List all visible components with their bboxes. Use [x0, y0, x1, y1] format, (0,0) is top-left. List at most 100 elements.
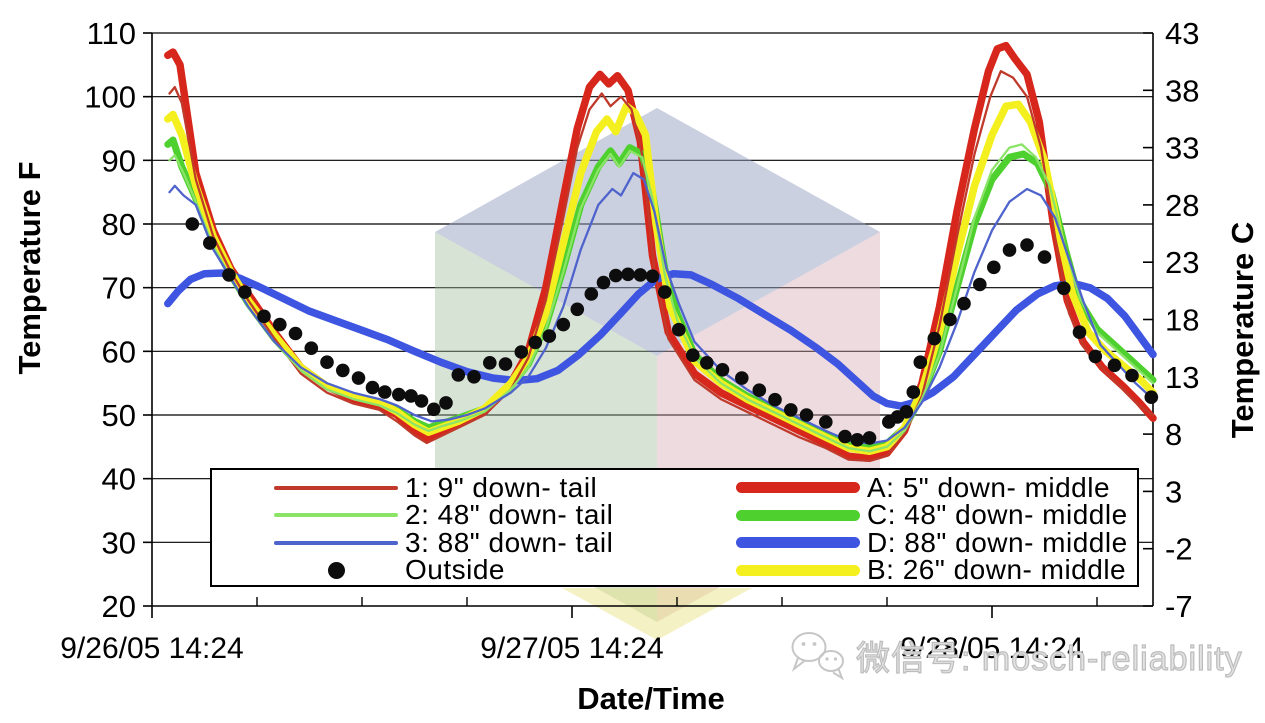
legend-line-swatch	[736, 509, 860, 521]
y-right-tick-label: 23	[1165, 245, 1199, 280]
y-left-tick-label: 30	[102, 525, 136, 560]
y-left-tick-label: 50	[102, 398, 136, 433]
outside-dot	[1144, 390, 1159, 405]
outside-dot	[752, 383, 767, 398]
legend-line-swatch	[736, 482, 860, 494]
legend-item-D: D: 88" down- middle	[736, 527, 1128, 558]
legend-dot-swatch	[274, 561, 398, 579]
y-axis-title-left: Temperature F	[12, 161, 47, 375]
outside-dot	[768, 392, 782, 407]
series-line-B	[164, 100, 1157, 456]
outside-dot	[1057, 281, 1071, 296]
outside-dot	[1107, 358, 1122, 373]
y-left-tick-label: 20	[102, 589, 136, 624]
outside-dot	[257, 309, 271, 324]
x-tick-label: 9/26/05 14:24	[60, 632, 244, 665]
legend-item-label: B: 26" down- middle	[867, 554, 1127, 586]
x-axis-title: Date/Time	[577, 681, 725, 716]
outside-dot	[556, 317, 571, 332]
legend: 1: 9" down- tail 2: 48" down- tail 3: 88" …	[210, 468, 1139, 587]
outside-dot	[715, 363, 730, 377]
outside-dot	[609, 268, 623, 283]
legend-swatch-mark	[274, 485, 398, 490]
outside-dot	[987, 260, 1001, 275]
outside-dot	[288, 326, 303, 341]
legend-swatch-mark	[736, 482, 860, 494]
y-right-tick-label: 33	[1165, 131, 1199, 166]
outside-dot	[584, 287, 599, 301]
legend-item-label: Outside	[405, 554, 505, 586]
y-left-tick-label: 80	[102, 207, 136, 242]
cube-bottom-tip	[562, 588, 752, 640]
y-left-tick-label: 70	[102, 271, 136, 306]
outside-dot	[498, 357, 513, 371]
outside-dot	[913, 355, 928, 370]
outside-dot	[850, 433, 865, 447]
outside-dot	[784, 403, 798, 417]
outside-dot	[862, 431, 877, 445]
y-right-tick-label: 8	[1165, 417, 1182, 452]
y-right-tick-label: -7	[1165, 589, 1193, 624]
outside-dot	[735, 371, 749, 385]
outside-dot	[238, 285, 252, 299]
outside-dot	[1125, 368, 1139, 383]
y-axis-title-right: Temperature C	[1225, 221, 1260, 439]
outside-dot	[700, 356, 714, 370]
legend-item-label: A: 5" down- middle	[867, 471, 1111, 503]
outside-dot	[645, 269, 660, 284]
outside-dot	[514, 345, 529, 359]
outside-dot	[596, 275, 611, 290]
y-right-tick-label: 13	[1165, 360, 1199, 395]
outside-dot	[1088, 349, 1103, 364]
x-tick-label: 9/28/05 14:24	[900, 632, 1084, 665]
outside-dot	[365, 380, 380, 395]
outside-dot	[222, 268, 236, 282]
legend-line-swatch	[736, 564, 860, 576]
series-line-D	[164, 269, 1157, 410]
series-line-3	[168, 171, 1155, 445]
legend-line-swatch	[274, 540, 398, 545]
outside-dot	[1072, 325, 1087, 340]
outside-dot	[467, 370, 481, 384]
outside-dot	[943, 312, 957, 327]
legend-swatch-mark	[736, 509, 860, 521]
y-right-tick-label: 43	[1165, 16, 1199, 51]
legend-item-3: 3: 88" down- tail	[274, 526, 614, 558]
outside-dot	[1002, 243, 1017, 257]
outside-dot	[621, 267, 635, 282]
legend-item-1: 1: 9" down- tail	[274, 472, 613, 503]
y-left-tick-label: 100	[84, 80, 136, 115]
legend-item-2: 2: 48" down- tail	[274, 499, 613, 530]
outside-dot	[273, 317, 287, 332]
outside-dot	[351, 371, 366, 385]
x-tick-label: 9/27/05 14:24	[480, 632, 664, 665]
outside-dot	[799, 408, 814, 422]
outside-dot	[528, 335, 543, 350]
outside-dot	[392, 387, 406, 402]
legend-item-label: 3: 88" down- tail	[405, 526, 614, 558]
outside-dot	[838, 429, 852, 444]
outside-dot	[542, 329, 557, 343]
outside-dot	[203, 236, 217, 250]
outside-dot	[1020, 238, 1034, 252]
y-right-tick-label: 18	[1165, 303, 1199, 338]
legend-swatch-mark	[736, 537, 860, 549]
outside-dot	[658, 285, 672, 299]
legend-line-swatch	[274, 485, 398, 490]
legend-item-label: C: 48" down- middle	[867, 499, 1128, 531]
y-right-tick-label: 28	[1165, 188, 1199, 223]
legend-column-middle: A: 5" down- middle C: 48" down- middle D: …	[736, 471, 1128, 586]
x-axis: 9/26/05 14:24 9/27/05 14:24 9/28/05 14:24	[60, 597, 1098, 665]
y-left-tick-label: 40	[102, 462, 136, 497]
legend-item-A: A: 5" down- middle	[736, 471, 1128, 503]
legend-swatch-mark	[736, 564, 860, 576]
outside-dot	[439, 396, 453, 410]
legend-column-tail: 1: 9" down- tail 2: 48" down- tail 3: 88" …	[274, 472, 614, 586]
legend-swatch-mark	[274, 540, 398, 545]
outside-dot	[320, 355, 334, 370]
legend-item-B: B: 26" down- middle	[736, 554, 1128, 586]
legend-swatch-mark	[274, 513, 398, 518]
outside-dot	[1037, 250, 1052, 264]
y-left-tick-label: 110	[87, 16, 136, 51]
